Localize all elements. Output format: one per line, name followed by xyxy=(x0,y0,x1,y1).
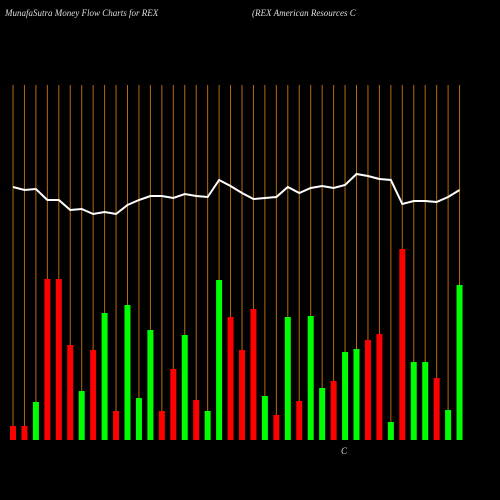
bar xyxy=(330,381,337,440)
money-flow-line xyxy=(12,172,461,216)
bar xyxy=(387,422,394,440)
bar xyxy=(90,350,97,440)
bar xyxy=(250,309,257,440)
bar xyxy=(44,279,51,440)
bar xyxy=(296,401,303,440)
bar xyxy=(364,340,371,440)
bar xyxy=(284,317,291,440)
bar xyxy=(376,334,383,440)
bar xyxy=(124,305,131,440)
bar xyxy=(239,350,245,440)
bar xyxy=(158,411,165,440)
bar xyxy=(319,388,326,440)
bar xyxy=(433,378,440,440)
annotation: C xyxy=(341,446,348,456)
bar xyxy=(307,316,314,440)
bar xyxy=(101,313,108,440)
bar xyxy=(21,426,28,440)
bar xyxy=(353,349,360,440)
bar xyxy=(10,426,16,440)
bar xyxy=(227,317,234,440)
bar xyxy=(342,352,349,440)
bar xyxy=(261,396,268,440)
bar xyxy=(147,330,154,440)
bar xyxy=(67,345,74,440)
bar xyxy=(216,280,223,440)
bar xyxy=(445,410,452,440)
bar xyxy=(78,391,85,440)
bar xyxy=(399,249,406,440)
bar xyxy=(204,411,211,440)
bar xyxy=(410,362,417,440)
bar xyxy=(273,415,280,440)
bar xyxy=(113,411,120,440)
bar xyxy=(422,362,429,440)
bar xyxy=(55,279,62,440)
bar xyxy=(170,369,177,440)
bar xyxy=(456,285,463,440)
bar xyxy=(32,402,39,440)
bar xyxy=(193,400,200,440)
bar xyxy=(135,398,142,440)
chart-title: MunafaSutra Money Flow Charts for REX xyxy=(4,8,159,18)
chart-subtitle: (REX American Resources C xyxy=(252,8,357,18)
bar xyxy=(181,335,188,440)
